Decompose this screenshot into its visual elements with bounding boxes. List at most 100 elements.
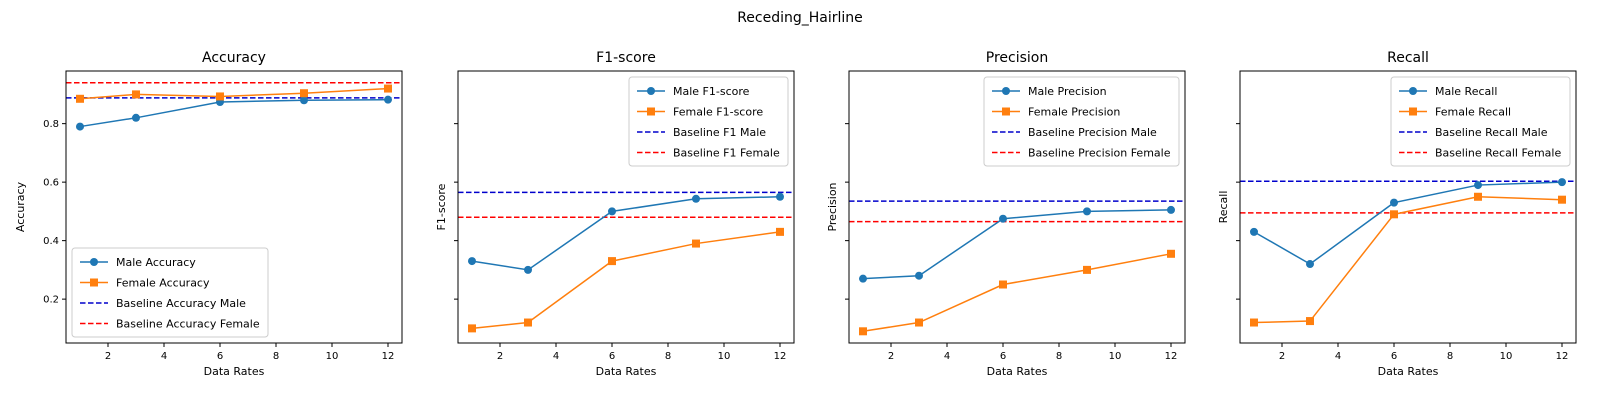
female-data-point (999, 280, 1007, 289)
legend-entry-label: Female F1-score (673, 106, 763, 119)
x-tick-label: 6 (1391, 351, 1397, 362)
axes-frame (848, 70, 1186, 344)
subplot-recall: 2 4 6 8 10 12 Recall Data Rates Recall Male Recal… (1217, 50, 1577, 378)
axes-frame (457, 70, 795, 344)
x-tick-label: 10 (718, 351, 731, 362)
x-tick-label: 10 (326, 351, 339, 362)
legend-circle-marker (647, 87, 655, 95)
legend-entry-label: Baseline F1 Male (673, 126, 766, 139)
panel-title: F1-score (596, 50, 656, 66)
legend-circle-marker (1409, 87, 1417, 95)
x-tick-label: 4 (944, 351, 950, 362)
x-tick-label: 6 (609, 351, 615, 362)
female-data-point (1250, 318, 1258, 327)
legend-square-marker (647, 107, 655, 116)
legend-entry-label: Male Recall (1435, 85, 1497, 98)
legend-square-marker (90, 278, 98, 287)
male-data-point (132, 113, 140, 122)
y-tick-label: 0.6 (43, 178, 59, 189)
y-axis-label: Accuracy (14, 181, 27, 232)
figure-suptitle: Receding_Hairline (737, 10, 863, 26)
male-data-point (1083, 207, 1091, 216)
male-data-point (999, 214, 1007, 223)
x-tick-label: 8 (665, 351, 671, 362)
female-data-point (1390, 210, 1398, 219)
male-data-point (524, 265, 532, 274)
female-data-point (300, 89, 308, 98)
panel-title: Precision (986, 50, 1048, 66)
legend-entry-label: Baseline Recall Male (1435, 126, 1548, 139)
legend-circle-marker (1002, 87, 1010, 95)
female-data-point (1558, 195, 1566, 204)
female-data-point (132, 90, 140, 99)
legend-entry-label: Female Precision (1028, 106, 1120, 119)
female-data-point (859, 327, 867, 336)
male-data-point (300, 96, 308, 105)
legend-box (628, 76, 789, 167)
male-data-point (1167, 205, 1175, 214)
legend-entry-label: Male Precision (1028, 85, 1107, 98)
legend-entry-label: Female Accuracy (116, 277, 210, 290)
legend: Male Recall Female Recall Baseline Recall … (1390, 76, 1571, 167)
female-data-point (915, 318, 923, 327)
legend-entry-label: Baseline Accuracy Male (116, 297, 246, 310)
female-data-point (1083, 265, 1091, 274)
x-tick-label: 2 (497, 351, 503, 362)
female-data-point (468, 324, 476, 333)
x-tick-label: 8 (273, 351, 279, 362)
male-data-point (776, 192, 784, 201)
female-data-point (1167, 249, 1175, 258)
subplot-f1-score: 2 4 6 8 10 12 F1-score Data Rates F1-score Male F… (435, 50, 795, 378)
legend-square-marker (1409, 107, 1417, 116)
x-axis-label: Data Rates (987, 365, 1048, 378)
male-data-point (692, 194, 700, 203)
legend-entry-label: Baseline Precision Female (1028, 147, 1171, 160)
female-data-point (216, 92, 224, 101)
y-tick-label: 0.8 (43, 119, 59, 130)
legend-entry-label: Baseline Accuracy Female (116, 318, 260, 331)
legend-entry-label: Male Accuracy (116, 256, 196, 269)
legend-entry-label: Baseline Recall Female (1435, 147, 1561, 160)
subplot-precision: 2 4 6 8 10 12 Precision Data Rates Precision Male… (826, 50, 1186, 378)
male-data-point (1558, 178, 1566, 187)
legend: Male F1-score Female F1-score Baseline F1 … (628, 76, 789, 167)
legend-square-marker (1002, 107, 1010, 116)
x-tick-label: 10 (1500, 351, 1513, 362)
male-data-point (859, 274, 867, 283)
x-tick-label: 2 (105, 351, 111, 362)
x-tick-label: 4 (161, 351, 167, 362)
female-data-point (1306, 317, 1314, 326)
subplot-accuracy: 2 4 6 8 10 12 0.2 0.4 0.6 0.8 Accuracy Data Rates Ac… (14, 50, 403, 378)
female-data-point (76, 94, 84, 103)
x-axis-label: Data Rates (1378, 365, 1439, 378)
legend-entry-label: Male F1-score (673, 85, 750, 98)
male-data-point (915, 271, 923, 280)
x-tick-label: 12 (774, 351, 787, 362)
male-data-point (1306, 260, 1314, 269)
y-axis-label: F1-score (435, 183, 448, 230)
x-tick-label: 12 (1165, 351, 1178, 362)
x-tick-label: 12 (1556, 351, 1569, 362)
male-data-point (1474, 181, 1482, 190)
legend-box (71, 247, 269, 338)
legend-box (1390, 76, 1571, 167)
female-data-point (1474, 192, 1482, 201)
female-data-point (608, 257, 616, 266)
x-tick-label: 6 (217, 351, 223, 362)
legend: Male Accuracy Female Accuracy Baseline Acc… (71, 247, 269, 338)
legend: Male Precision Female Precision Baseline P… (983, 76, 1180, 167)
y-tick-label: 0.4 (43, 236, 59, 247)
male-data-point (608, 207, 616, 216)
x-tick-label: 10 (1109, 351, 1122, 362)
x-tick-label: 8 (1447, 351, 1453, 362)
x-tick-label: 6 (1000, 351, 1006, 362)
male-data-point (468, 257, 476, 266)
male-data-point (1250, 227, 1258, 236)
female-data-point (692, 239, 700, 248)
male-data-point (384, 95, 392, 104)
x-tick-label: 12 (382, 351, 395, 362)
x-tick-label: 4 (553, 351, 559, 362)
x-tick-label: 2 (1279, 351, 1285, 362)
legend-circle-marker (90, 258, 98, 266)
